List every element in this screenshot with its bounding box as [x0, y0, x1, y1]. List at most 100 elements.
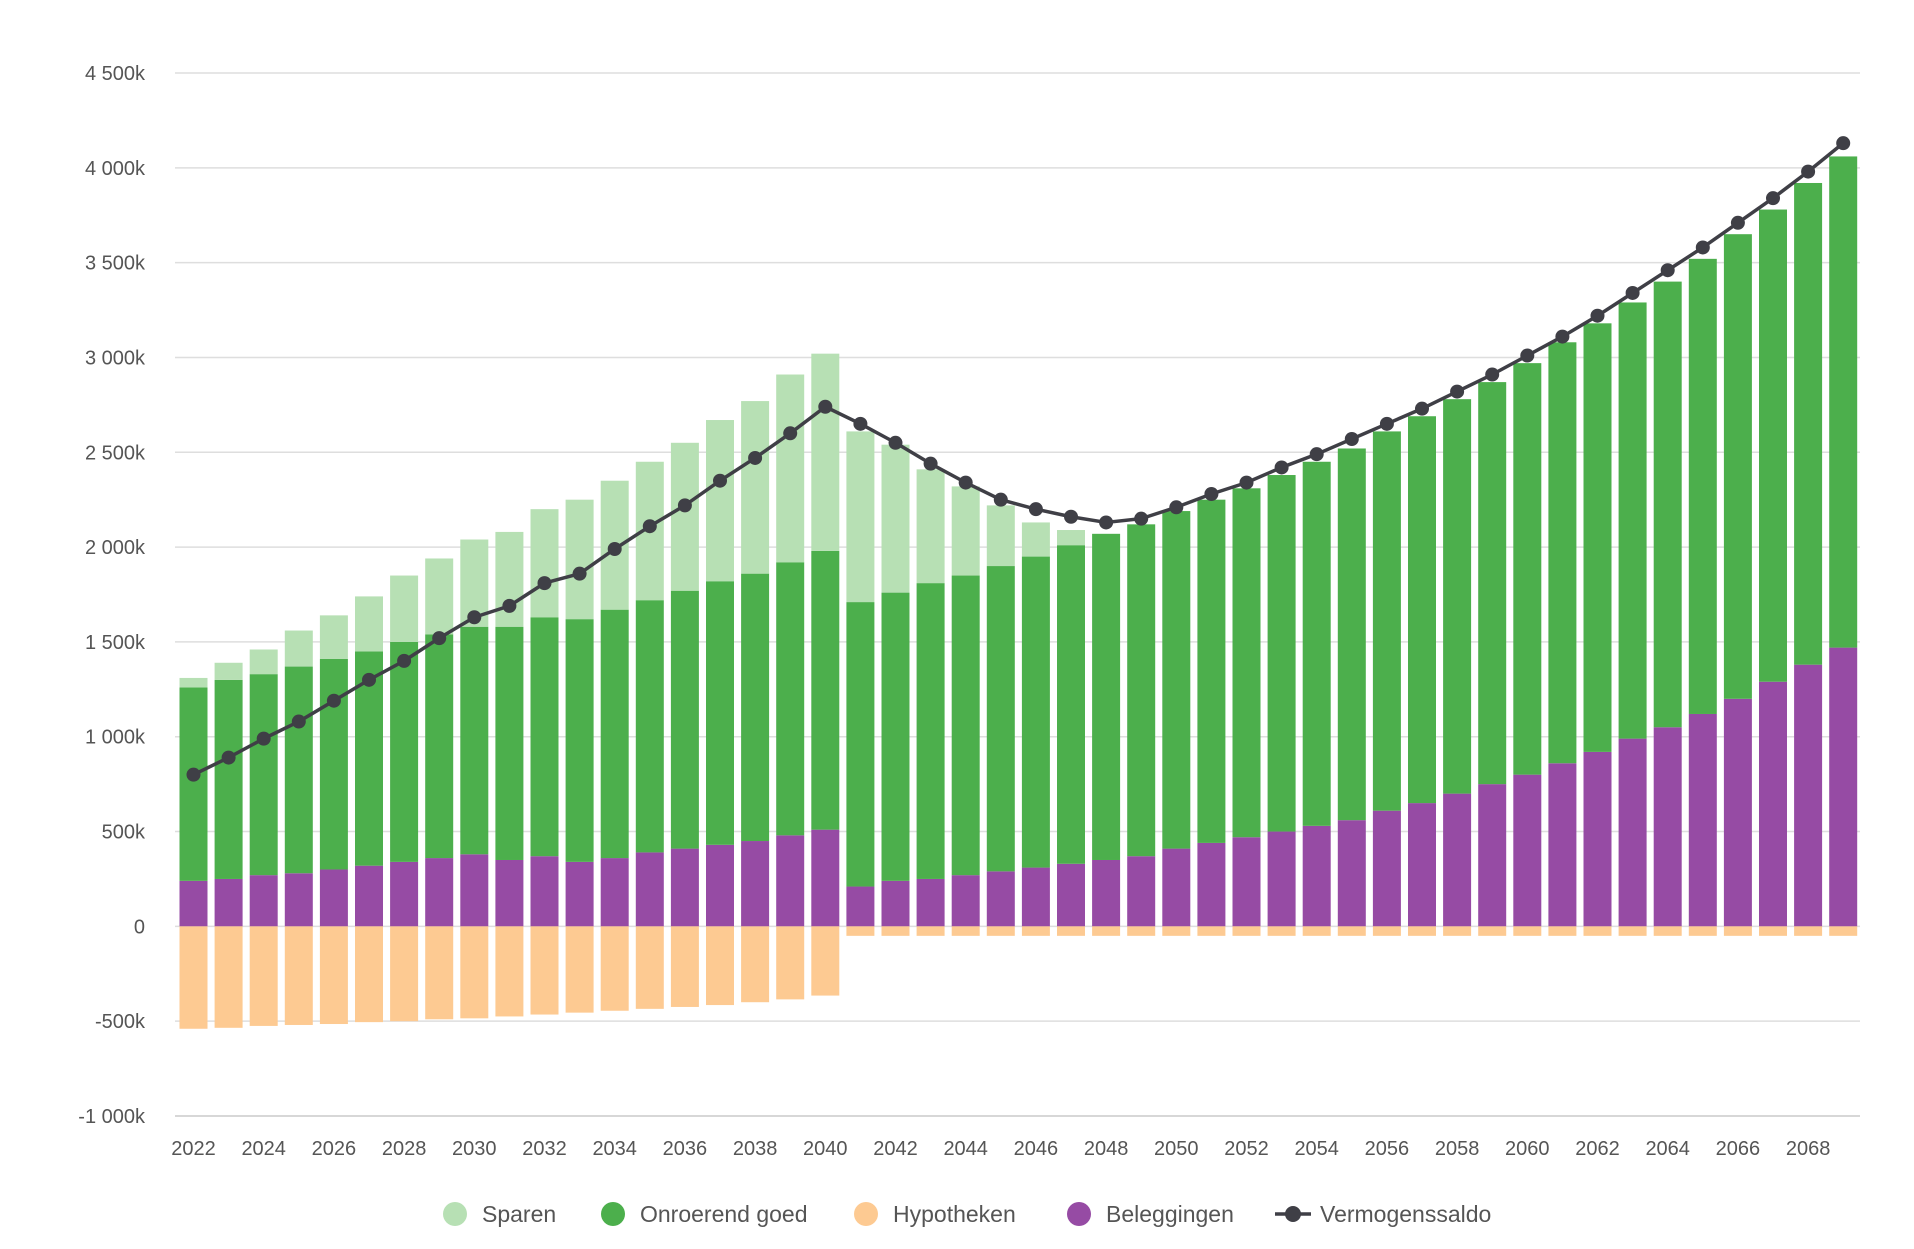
bar-sparen — [670, 442, 699, 591]
bar-hypotheken — [284, 926, 313, 1025]
bar-sparen — [916, 469, 945, 584]
x-tick-label: 2066 — [1716, 1138, 1761, 1160]
bar-beleggingen — [916, 878, 945, 927]
bar-hypotheken — [1162, 926, 1191, 936]
bar-beleggingen — [635, 852, 664, 927]
bar-beleggingen — [1583, 751, 1612, 927]
bar-beleggingen — [1162, 848, 1191, 927]
x-tick-label: 2022 — [171, 1138, 216, 1160]
line-point — [677, 498, 692, 513]
bar-sparen — [319, 615, 348, 659]
line-point — [1134, 511, 1149, 526]
bar-beleggingen — [565, 861, 594, 927]
line-point — [572, 566, 587, 581]
bar-sparen — [1057, 530, 1085, 546]
x-tick-label: 2052 — [1224, 1138, 1269, 1160]
bar-onroerend-goed — [1267, 475, 1296, 832]
bar-hypotheken — [249, 926, 278, 1026]
y-tick-label: -500k — [95, 1011, 146, 1033]
bar-hypotheken — [495, 926, 524, 1017]
y-tick-label: 1 000k — [85, 727, 146, 749]
bar-hypotheken — [214, 926, 243, 1028]
bar-beleggingen — [776, 835, 805, 927]
bar-onroerend-goed — [425, 634, 454, 859]
bar-hypotheken — [1829, 926, 1858, 936]
bar-onroerend-goed — [460, 626, 489, 855]
legend-label: Beleggingen — [1106, 1201, 1234, 1227]
bar-onroerend-goed — [1478, 382, 1507, 785]
x-tick-label: 2034 — [592, 1138, 637, 1160]
legend-item-vermogenssaldo[interactable]: Vermogenssaldo — [1275, 1201, 1491, 1227]
bar-onroerend-goed — [916, 583, 945, 879]
x-tick-label: 2046 — [1014, 1138, 1059, 1160]
legend-item-beleggingen[interactable]: Beleggingen — [1067, 1201, 1234, 1227]
bar-beleggingen — [600, 858, 629, 927]
bar-hypotheken — [1478, 926, 1507, 936]
bar-beleggingen — [1408, 803, 1436, 927]
bar-beleggingen — [1618, 738, 1647, 927]
line-point — [1590, 308, 1605, 323]
bar-beleggingen — [1057, 863, 1085, 927]
x-tick-label: 2024 — [241, 1138, 286, 1160]
bar-hypotheken — [1548, 926, 1577, 936]
bar-beleggingen — [1372, 810, 1401, 927]
bar-sparen — [214, 662, 243, 680]
bar-hypotheken — [1653, 926, 1682, 936]
bar-beleggingen — [1197, 842, 1226, 927]
x-tick-label: 2048 — [1084, 1138, 1129, 1160]
bar-sparen — [284, 630, 313, 667]
bar-beleggingen — [986, 871, 1015, 927]
bar-onroerend-goed — [986, 566, 1015, 872]
bar-hypotheken — [530, 926, 559, 1015]
bar-beleggingen — [1127, 856, 1156, 927]
bar-onroerend-goed — [495, 626, 524, 860]
bar-beleggingen — [670, 848, 699, 927]
bar-hypotheken — [355, 926, 383, 1023]
y-axis: -1 000k -500k 0 500k 1 000k 1 500k 2 000k 2 500… — [78, 63, 146, 1128]
bar-sparen — [811, 353, 840, 551]
line-point — [713, 473, 727, 488]
y-tick-label: 0 — [134, 916, 145, 938]
line-point — [1309, 447, 1324, 462]
bar-hypotheken — [1302, 926, 1331, 936]
bar-beleggingen — [390, 861, 419, 927]
bar-onroerend-goed — [1408, 416, 1436, 804]
bar-beleggingen — [1443, 793, 1472, 927]
line-point — [256, 731, 271, 746]
line-point — [1379, 416, 1394, 431]
legend-swatch — [601, 1202, 625, 1226]
line-point — [1485, 367, 1500, 382]
bar-hypotheken — [179, 926, 208, 1029]
bar-beleggingen — [1232, 837, 1261, 927]
bar-onroerend-goed — [1127, 524, 1156, 857]
bar-beleggingen — [1723, 698, 1752, 927]
bar-beleggingen — [179, 880, 208, 927]
bar-hypotheken — [635, 926, 664, 1009]
bar-beleggingen — [214, 878, 243, 927]
x-tick-label: 2038 — [733, 1138, 778, 1160]
bar-hypotheken — [319, 926, 348, 1025]
bar-beleggingen — [1548, 763, 1577, 927]
bars — [179, 156, 1858, 1029]
legend-item-sparen[interactable]: Sparen — [443, 1201, 556, 1227]
line-point — [923, 456, 938, 471]
legend-item-hypotheken[interactable]: Hypotheken — [854, 1201, 1016, 1227]
line-point — [362, 672, 376, 687]
bar-beleggingen — [1829, 647, 1858, 927]
x-tick-label: 2064 — [1645, 1138, 1690, 1160]
bar-hypotheken — [951, 926, 980, 936]
legend-item-onroerend-goed[interactable]: Onroerend goed — [601, 1201, 808, 1227]
bar-sparen — [565, 499, 594, 620]
bar-beleggingen — [319, 869, 348, 927]
bar-beleggingen — [1267, 831, 1296, 927]
bar-hypotheken — [1723, 926, 1752, 936]
line-point — [1520, 348, 1535, 363]
x-tick-label: 2026 — [312, 1138, 357, 1160]
bar-beleggingen — [1794, 664, 1823, 927]
bar-sparen — [530, 509, 559, 618]
bar-hypotheken — [1513, 926, 1542, 936]
y-tick-label: 3 000k — [85, 347, 146, 369]
y-tick-label: -1 000k — [78, 1106, 146, 1128]
line-point — [783, 426, 798, 441]
bar-onroerend-goed — [600, 609, 629, 859]
